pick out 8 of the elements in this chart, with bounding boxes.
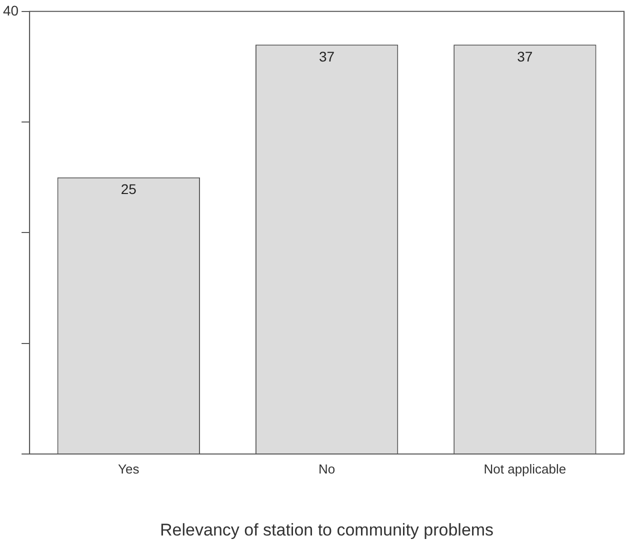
x-axis-title: Relevancy of station to community problems: [160, 520, 494, 540]
data-label: 37: [517, 48, 533, 64]
y-tick-label: 40: [2, 2, 19, 18]
x-tick-label: Not applicable: [484, 461, 566, 476]
x-tick-label: No: [318, 461, 336, 476]
x-tick-label: Yes: [118, 461, 140, 476]
data-label: 25: [120, 181, 137, 198]
data-label: 37: [318, 48, 335, 64]
